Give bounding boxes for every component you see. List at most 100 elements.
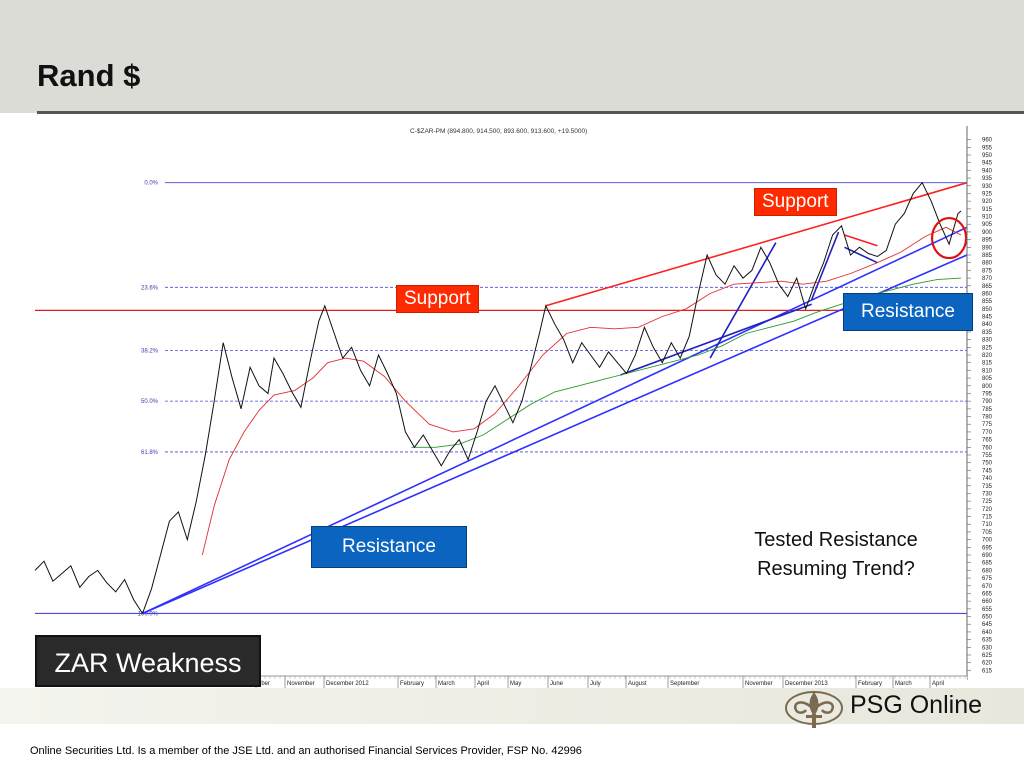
y-tick-label: 780	[982, 415, 993, 421]
y-tick-label: 870	[982, 276, 993, 282]
y-tick-label: 660	[982, 599, 993, 605]
y-tick-label: 785	[982, 407, 993, 413]
y-tick-label: 725	[982, 499, 993, 505]
y-tick-label: 885	[982, 253, 993, 259]
y-tick-label: 695	[982, 545, 993, 551]
y-tick-label: 635	[982, 638, 993, 644]
fib-level-label: 100.0%	[138, 611, 159, 617]
x-tick-label: ober	[258, 681, 270, 687]
trendline	[844, 234, 878, 247]
x-tick-label: November	[287, 681, 315, 687]
x-tick-label: December 2013	[785, 681, 828, 687]
y-tick-label: 685	[982, 561, 993, 567]
x-tick-label: June	[550, 681, 564, 687]
bottom-band	[0, 688, 1024, 724]
trendline	[844, 246, 878, 264]
y-tick-label: 875	[982, 268, 993, 274]
zar-weakness-tag: ZAR Weakness	[35, 635, 261, 687]
y-tick-label: 850	[982, 307, 993, 313]
y-tick-label: 715	[982, 515, 993, 521]
title-rule	[37, 111, 1024, 114]
y-tick-label: 745	[982, 468, 993, 474]
trendline	[620, 303, 812, 376]
resistance-callout-left: Resistance	[311, 526, 467, 568]
y-tick-label: 835	[982, 330, 993, 336]
trendline	[810, 231, 840, 300]
tested-resistance-note: Tested Resistance Resuming Trend?	[736, 526, 936, 584]
y-tick-label: 825	[982, 345, 993, 351]
resistance-callout-right: Resistance	[843, 293, 973, 331]
fib-level-label: 38.2%	[141, 348, 159, 354]
y-tick-label: 830	[982, 338, 993, 344]
y-tick-label: 900	[982, 230, 993, 236]
y-tick-label: 705	[982, 530, 993, 536]
y-tick-label: 760	[982, 445, 993, 451]
x-tick-label: February	[858, 681, 882, 687]
y-tick-label: 905	[982, 222, 993, 228]
y-tick-label: 955	[982, 145, 993, 151]
y-tick-label: 630	[982, 645, 993, 651]
y-tick-label: 845	[982, 315, 993, 321]
y-tick-label: 945	[982, 161, 993, 167]
y-tick-label: 840	[982, 322, 993, 328]
logo-text: PSG Online	[850, 691, 983, 719]
x-tick-label: February	[400, 681, 424, 687]
y-tick-label: 815	[982, 361, 993, 367]
y-tick-label: 930	[982, 184, 993, 190]
y-tick-label: 915	[982, 207, 993, 213]
price-chart: C-$ZAR-PM (894.800, 914.500, 893.600, 91…	[0, 118, 1024, 688]
y-tick-label: 770	[982, 430, 993, 436]
y-tick-label: 765	[982, 438, 993, 444]
y-tick-label: 790	[982, 399, 993, 405]
y-tick-label: 710	[982, 522, 993, 528]
y-tick-label: 670	[982, 584, 993, 590]
title-band	[0, 0, 1024, 113]
y-tick-label: 935	[982, 176, 993, 182]
y-tick-label: 645	[982, 622, 993, 628]
x-tick-label: November	[745, 681, 773, 687]
y-tick-label: 805	[982, 376, 993, 382]
y-tick-label: 680	[982, 568, 993, 574]
x-tick-label: May	[510, 681, 521, 687]
trendline	[142, 254, 968, 615]
x-tick-label: March	[895, 681, 912, 687]
y-tick-label: 940	[982, 168, 993, 174]
psg-online-logo: PSG Online	[782, 686, 1014, 730]
support-callout-right: Support	[754, 188, 837, 216]
x-axis-strip	[255, 676, 967, 688]
y-tick-label: 810	[982, 368, 993, 374]
y-tick-label: 795	[982, 391, 993, 397]
y-tick-label: 720	[982, 507, 993, 513]
y-tick-label: 890	[982, 245, 993, 251]
highlight-circle	[930, 216, 968, 260]
y-tick-label: 665	[982, 591, 993, 597]
fib-level-label: 0.0%	[144, 181, 158, 187]
y-tick-label: 895	[982, 238, 993, 244]
y-tick-label: 920	[982, 199, 993, 205]
y-tick-label: 625	[982, 653, 993, 659]
y-tick-label: 880	[982, 261, 993, 267]
y-tick-label: 925	[982, 191, 993, 197]
trendline	[545, 181, 968, 307]
y-tick-label: 860	[982, 291, 993, 297]
y-tick-label: 950	[982, 153, 993, 159]
y-tick-label: 820	[982, 353, 993, 359]
y-tick-label: 775	[982, 422, 993, 428]
y-tick-label: 655	[982, 607, 993, 613]
price-line	[34, 181, 962, 615]
y-tick-label: 755	[982, 453, 993, 459]
y-tick-label: 960	[982, 138, 993, 144]
chart-title: C-$ZAR-PM (894.800, 914.500, 893.600, 91…	[410, 128, 587, 135]
slide-title: Rand $	[37, 58, 141, 93]
y-tick-label: 735	[982, 484, 993, 490]
y-tick-label: 690	[982, 553, 993, 559]
y-tick-label: 740	[982, 476, 993, 482]
x-tick-label: July	[590, 681, 601, 687]
trendline	[142, 226, 968, 615]
y-tick-label: 855	[982, 299, 993, 305]
y-tick-label: 700	[982, 538, 993, 544]
note-line-2: Resuming Trend?	[757, 558, 915, 580]
y-tick-label: 675	[982, 576, 993, 582]
y-tick-label: 865	[982, 284, 993, 290]
x-tick-label: April	[477, 681, 489, 687]
